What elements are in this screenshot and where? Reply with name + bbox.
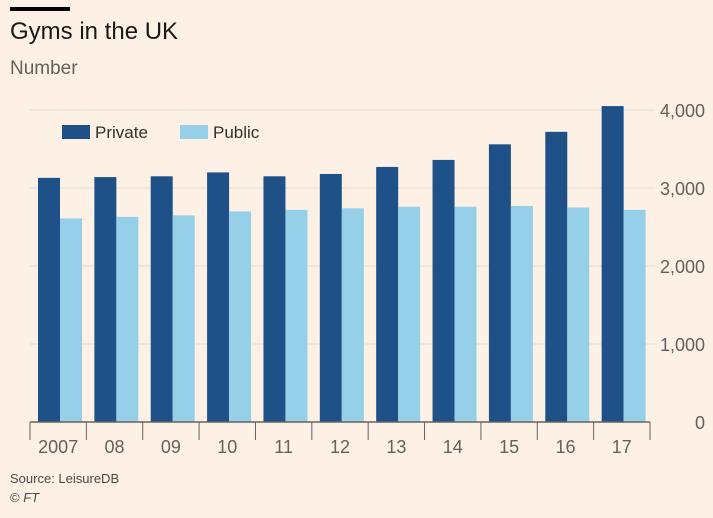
private-bar [319, 173, 342, 422]
y-tick-label: 4,000 [660, 101, 705, 121]
y-tick-label: 2,000 [660, 257, 705, 277]
x-tick-label: 13 [386, 437, 406, 457]
copyright-note: © FT [10, 490, 39, 505]
source-note: Source: LeisureDB [10, 471, 120, 486]
y-tick-label: 0 [695, 413, 705, 433]
public-bar [285, 209, 308, 422]
y-tick-label: 1,000 [660, 335, 705, 355]
legend-swatch-public [180, 125, 208, 139]
chart-subtitle: Number [10, 58, 78, 79]
public-bar [60, 218, 82, 422]
x-tick-label: 15 [499, 437, 519, 457]
title-rule [10, 7, 70, 11]
x-tick-label: 08 [105, 437, 125, 457]
legend-label-public: Public [213, 123, 260, 142]
x-tick-label: 12 [330, 437, 350, 457]
public-bar [172, 215, 195, 422]
x-tick-label: 14 [443, 437, 463, 457]
private-bar [263, 176, 286, 422]
private-bar [38, 177, 60, 422]
x-tick-label: 17 [612, 437, 632, 457]
private-bar [545, 131, 568, 422]
legend-swatch-private [62, 125, 90, 139]
public-bar [454, 206, 477, 422]
x-tick-label: 11 [274, 437, 293, 457]
public-bar [567, 207, 590, 422]
legend-label-private: Private [95, 123, 148, 142]
public-bar [398, 206, 421, 422]
private-bar [488, 144, 511, 422]
private-bar [94, 177, 117, 422]
private-bar [376, 166, 399, 422]
x-tick-label: 16 [555, 437, 575, 457]
copyright-symbol: © [10, 490, 20, 505]
x-tick-label: 09 [161, 437, 181, 457]
public-bar [623, 209, 646, 422]
private-bar [432, 159, 455, 423]
chart-title: Gyms in the UK [10, 18, 179, 45]
public-bar [341, 208, 364, 422]
public-bar [116, 216, 139, 422]
copyright-brand: FT [23, 490, 40, 505]
private-bar [601, 106, 624, 422]
x-tick-label: 2007 [38, 437, 78, 457]
public-bar [229, 211, 252, 422]
x-tick-label: 10 [217, 437, 237, 457]
private-bar [150, 176, 173, 422]
private-bar [207, 172, 230, 422]
y-tick-label: 3,000 [660, 179, 705, 199]
public-bar [510, 205, 533, 422]
